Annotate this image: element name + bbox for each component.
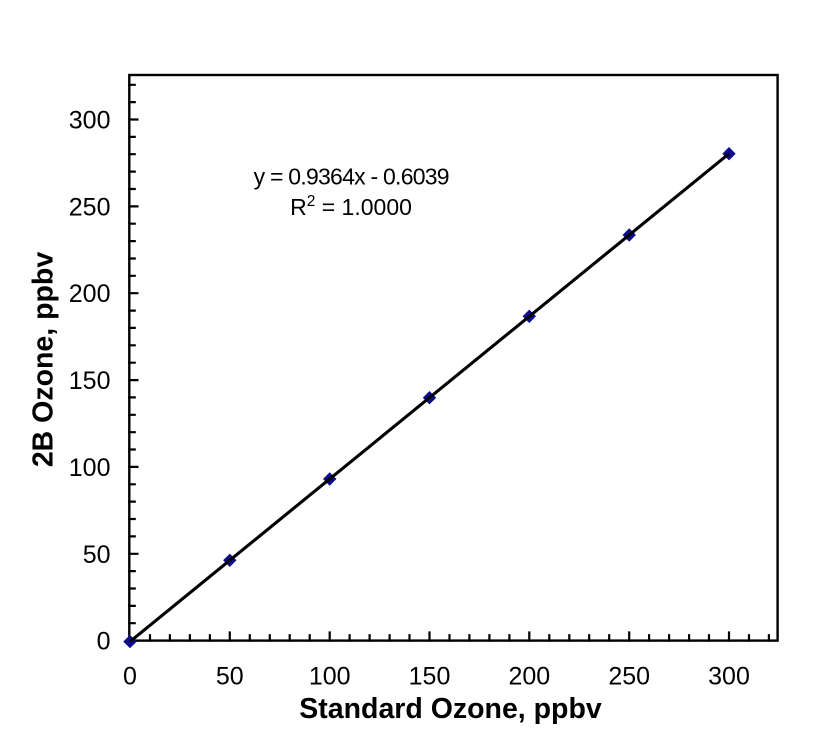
- svg-text:0: 0: [123, 663, 137, 691]
- svg-text:y = 0.9364x - 0.6039: y = 0.9364x - 0.6039: [254, 164, 450, 190]
- svg-text:100: 100: [69, 454, 111, 482]
- svg-text:300: 300: [708, 663, 750, 691]
- svg-text:200: 200: [508, 663, 550, 691]
- svg-text:50: 50: [83, 541, 111, 569]
- svg-text:0: 0: [97, 628, 111, 656]
- svg-text:2B Ozone, ppbv: 2B Ozone, ppbv: [28, 252, 60, 468]
- svg-text:150: 150: [69, 367, 111, 395]
- svg-text:100: 100: [309, 663, 351, 691]
- svg-text:Standard Ozone, ppbv: Standard Ozone, ppbv: [299, 693, 602, 725]
- svg-text:150: 150: [409, 663, 451, 691]
- svg-text:50: 50: [216, 663, 244, 691]
- svg-text:250: 250: [608, 663, 650, 691]
- svg-text:300: 300: [69, 107, 111, 135]
- svg-text:200: 200: [69, 280, 111, 308]
- svg-text:250: 250: [69, 193, 111, 221]
